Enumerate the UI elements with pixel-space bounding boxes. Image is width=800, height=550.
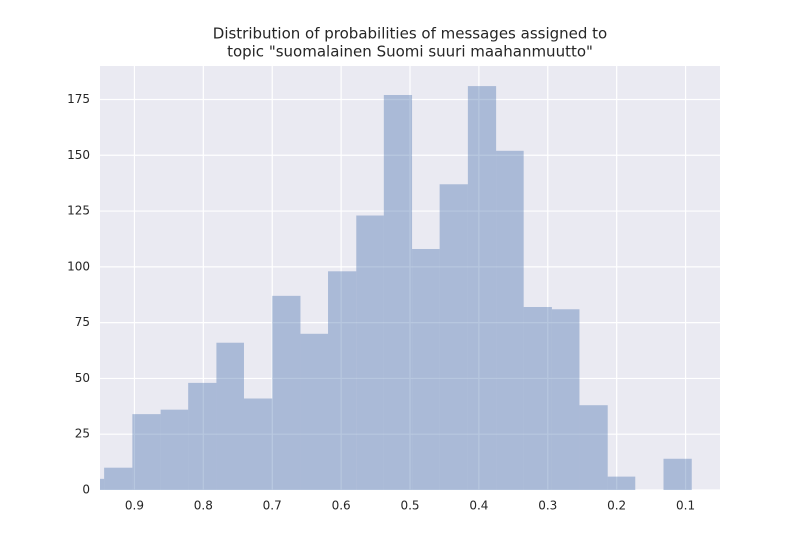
x-tick-label: 0.8 [194, 499, 213, 513]
x-tick-label: 0.4 [469, 499, 488, 513]
x-tick-label: 0.5 [400, 499, 419, 513]
y-tick-label: 0 [82, 483, 90, 497]
bar [160, 409, 189, 490]
bar [579, 405, 608, 490]
x-tick-label: 0.7 [263, 499, 282, 513]
y-tick-label: 100 [67, 259, 90, 273]
bar [607, 476, 636, 490]
bar [467, 86, 497, 490]
bars [100, 86, 692, 490]
x-tick-label: 0.1 [676, 499, 695, 513]
grid [100, 66, 720, 491]
bar [300, 333, 329, 490]
bar [439, 184, 468, 490]
bar [383, 95, 413, 490]
bar [216, 342, 244, 490]
bar [243, 398, 273, 490]
chart-title: topic "suomalainen Suomi suuri maahanmuu… [227, 43, 593, 61]
y-tick-label: 25 [75, 427, 90, 441]
x-tick-label: 0.3 [538, 499, 557, 513]
x-tick-label: 0.9 [125, 499, 144, 513]
bar [523, 307, 552, 490]
bar [551, 309, 580, 490]
bar [272, 295, 301, 490]
y-tick-label: 75 [75, 315, 90, 329]
bar [104, 467, 133, 490]
bar [663, 458, 692, 490]
y-tick-label: 150 [67, 148, 90, 162]
chart-title: Distribution of probabilities of message… [213, 25, 607, 43]
bar [328, 271, 357, 490]
x-tick-label: 0.2 [607, 499, 626, 513]
bar [412, 248, 440, 490]
y-tick-label: 50 [75, 371, 90, 385]
x-tick-label: 0.6 [332, 499, 351, 513]
bar [496, 150, 524, 490]
bar [100, 478, 105, 490]
tick-labels: 0 25 50 75 100 125 150 175 0.9 0.8 0.7 0.6 0.5 0.4 0.3… [67, 92, 695, 513]
y-tick-label: 175 [67, 92, 90, 106]
bar [188, 382, 217, 490]
y-tick-label: 125 [67, 204, 90, 218]
bar [132, 414, 161, 490]
bar [356, 215, 384, 490]
